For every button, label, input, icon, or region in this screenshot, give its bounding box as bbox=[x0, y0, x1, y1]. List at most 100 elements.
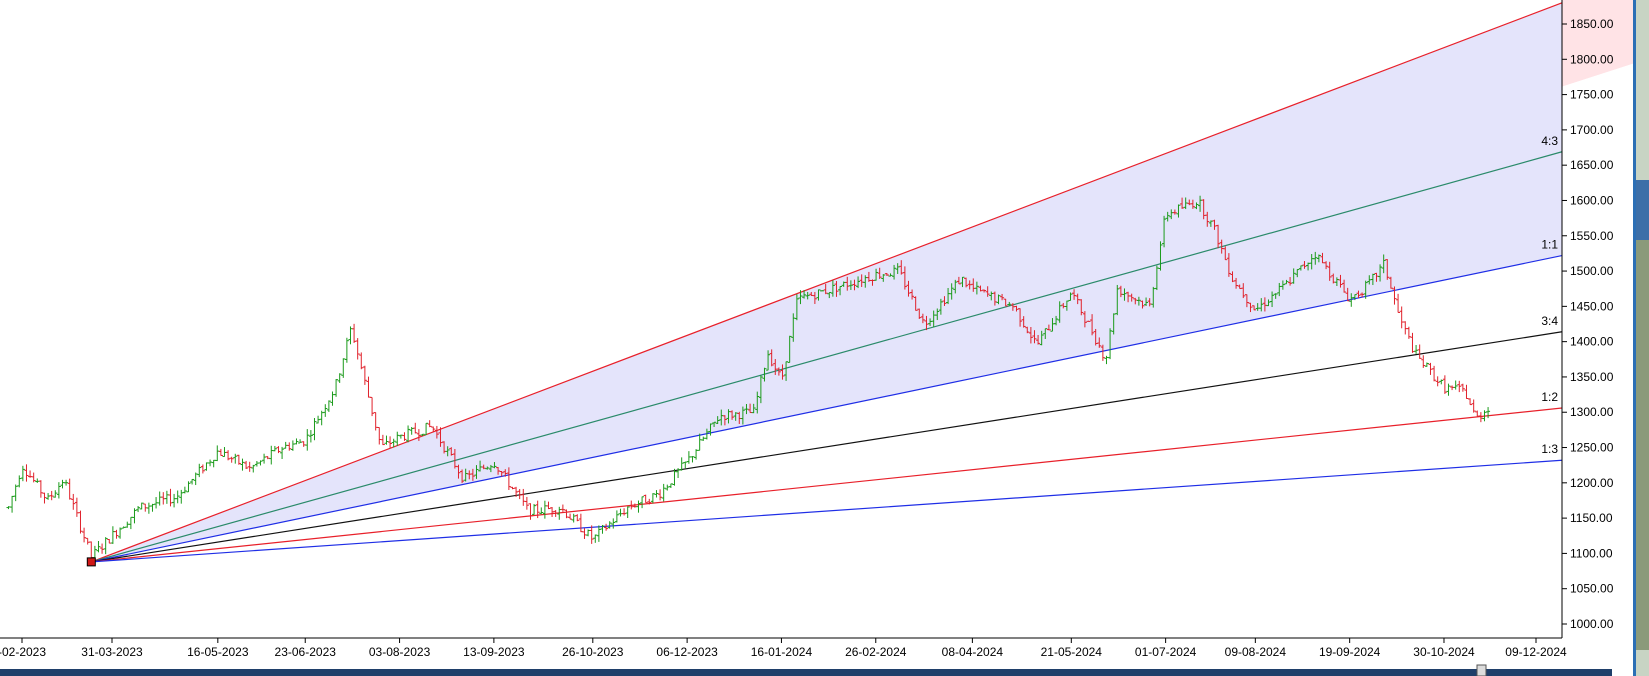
price-bars bbox=[6, 195, 1491, 564]
price-tick-label: 1350.00 bbox=[1570, 370, 1614, 384]
fan-line-3-4[interactable] bbox=[91, 331, 1563, 563]
ohlc-bar bbox=[812, 291, 817, 304]
ohlc-bar bbox=[910, 289, 915, 300]
ohlc-bar bbox=[136, 506, 141, 513]
ohlc-bar bbox=[888, 273, 893, 277]
ohlc-bar bbox=[884, 272, 889, 277]
ohlc-bar bbox=[823, 283, 828, 295]
ohlc-bar bbox=[308, 430, 313, 443]
ohlc-bar bbox=[758, 375, 763, 404]
ohlc-bar bbox=[1388, 276, 1393, 289]
ohlc-bar bbox=[1392, 286, 1397, 305]
ohlc-bar bbox=[1442, 375, 1447, 394]
fan-label-1-2: 1:2 bbox=[1541, 390, 1558, 404]
ohlc-bar bbox=[1460, 383, 1465, 392]
price-tick-label: 1500.00 bbox=[1570, 264, 1614, 278]
ohlc-bar bbox=[1316, 254, 1321, 263]
ohlc-bar bbox=[985, 286, 990, 297]
date-tick-label: 30-10-2024 bbox=[1413, 645, 1475, 659]
ohlc-bar bbox=[1043, 328, 1048, 339]
ohlc-bar bbox=[805, 291, 810, 300]
ohlc-bar bbox=[539, 507, 544, 515]
ohlc-bar bbox=[546, 501, 551, 510]
ohlc-bar bbox=[852, 279, 857, 291]
scrollbar-thumb[interactable] bbox=[1476, 664, 1487, 676]
ohlc-bar bbox=[24, 464, 29, 482]
price-tick-label: 1050.00 bbox=[1570, 582, 1614, 596]
ohlc-bar bbox=[413, 422, 418, 434]
ohlc-bar bbox=[535, 500, 540, 519]
ohlc-bar bbox=[474, 465, 479, 479]
price-tick-label: 1700.00 bbox=[1570, 123, 1614, 137]
ohlc-bar bbox=[938, 298, 943, 315]
date-tick-label: 16-05-2023 bbox=[187, 645, 249, 659]
ohlc-bar bbox=[776, 367, 781, 376]
ohlc-bar bbox=[830, 280, 835, 297]
ohlc-bar bbox=[1378, 264, 1383, 282]
ohlc-bar bbox=[1176, 204, 1181, 218]
ohlc-bar bbox=[53, 490, 58, 498]
ohlc-bar bbox=[787, 335, 792, 363]
ohlc-bar bbox=[1360, 292, 1365, 298]
ohlc-bar bbox=[1172, 209, 1177, 215]
ohlc-bar bbox=[1241, 283, 1246, 299]
ohlc-bar bbox=[402, 432, 407, 441]
fan-origin-marker[interactable] bbox=[86, 557, 96, 567]
fan-line-1-3[interactable] bbox=[91, 459, 1563, 563]
ohlc-bar bbox=[31, 472, 36, 483]
ohlc-bar bbox=[1025, 326, 1030, 334]
ohlc-bar bbox=[139, 502, 144, 510]
ohlc-bar bbox=[434, 425, 439, 439]
ohlc-bar bbox=[420, 433, 425, 437]
ohlc-bar bbox=[816, 289, 821, 301]
ohlc-bar bbox=[1471, 399, 1476, 413]
horizontal-scrollbar[interactable] bbox=[0, 669, 1612, 676]
ohlc-bar bbox=[553, 510, 558, 517]
ohlc-bar bbox=[197, 463, 202, 478]
ohlc-bar bbox=[589, 525, 594, 544]
ohlc-bar bbox=[391, 438, 396, 448]
ohlc-bar bbox=[1003, 298, 1008, 307]
ohlc-bar bbox=[355, 338, 360, 360]
ohlc-bar bbox=[71, 493, 76, 510]
ohlc-bar bbox=[280, 446, 285, 460]
ohlc-bar bbox=[802, 290, 807, 299]
fan-line-1-1[interactable] bbox=[91, 254, 1563, 563]
ohlc-bar bbox=[715, 416, 720, 425]
ohlc-bar bbox=[906, 280, 911, 297]
ohlc-bar bbox=[744, 404, 749, 415]
ohlc-bar bbox=[1324, 261, 1329, 270]
ohlc-bar bbox=[1381, 254, 1386, 274]
ohlc-bar bbox=[892, 264, 897, 280]
ohlc-bar bbox=[920, 313, 925, 324]
date-tick-label: -02-2023 bbox=[0, 645, 46, 659]
fan-line-2-1[interactable] bbox=[91, 2, 1563, 563]
ohlc-bar bbox=[1370, 273, 1375, 286]
ohlc-bar bbox=[679, 457, 684, 471]
ohlc-bar bbox=[1226, 253, 1231, 277]
ohlc-bar bbox=[1396, 293, 1401, 313]
date-tick-label: 16-01-2024 bbox=[751, 645, 813, 659]
ohlc-bar bbox=[67, 478, 72, 500]
ohlc-bar bbox=[611, 518, 616, 529]
price-tick-label: 1450.00 bbox=[1570, 299, 1614, 313]
price-tick-label: 1100.00 bbox=[1570, 546, 1613, 560]
ohlc-bar bbox=[524, 496, 529, 510]
ohlc-bar bbox=[1064, 300, 1069, 311]
fan-lines bbox=[91, 2, 1563, 563]
ohlc-bar bbox=[877, 267, 882, 279]
ohlc-bar bbox=[992, 291, 997, 306]
ohlc-bar bbox=[42, 492, 47, 504]
fan-line-4-3[interactable] bbox=[91, 151, 1563, 563]
ohlc-bar bbox=[406, 425, 411, 443]
fan-line-1-2[interactable] bbox=[91, 407, 1563, 563]
ohlc-bar bbox=[305, 429, 310, 451]
ohlc-bar bbox=[683, 461, 688, 469]
price-axis: 1850.00 1800.00 1750.00 1700.00 1650.00 1600.… bbox=[1562, 17, 1614, 631]
ohlc-bar bbox=[359, 352, 364, 370]
ohlc-bar bbox=[445, 446, 450, 457]
date-tick-label: 19-09-2024 bbox=[1319, 645, 1381, 659]
ohlc-bar bbox=[650, 493, 655, 504]
ohlc-bar bbox=[1086, 320, 1091, 322]
ohlc-bar bbox=[1068, 292, 1073, 301]
